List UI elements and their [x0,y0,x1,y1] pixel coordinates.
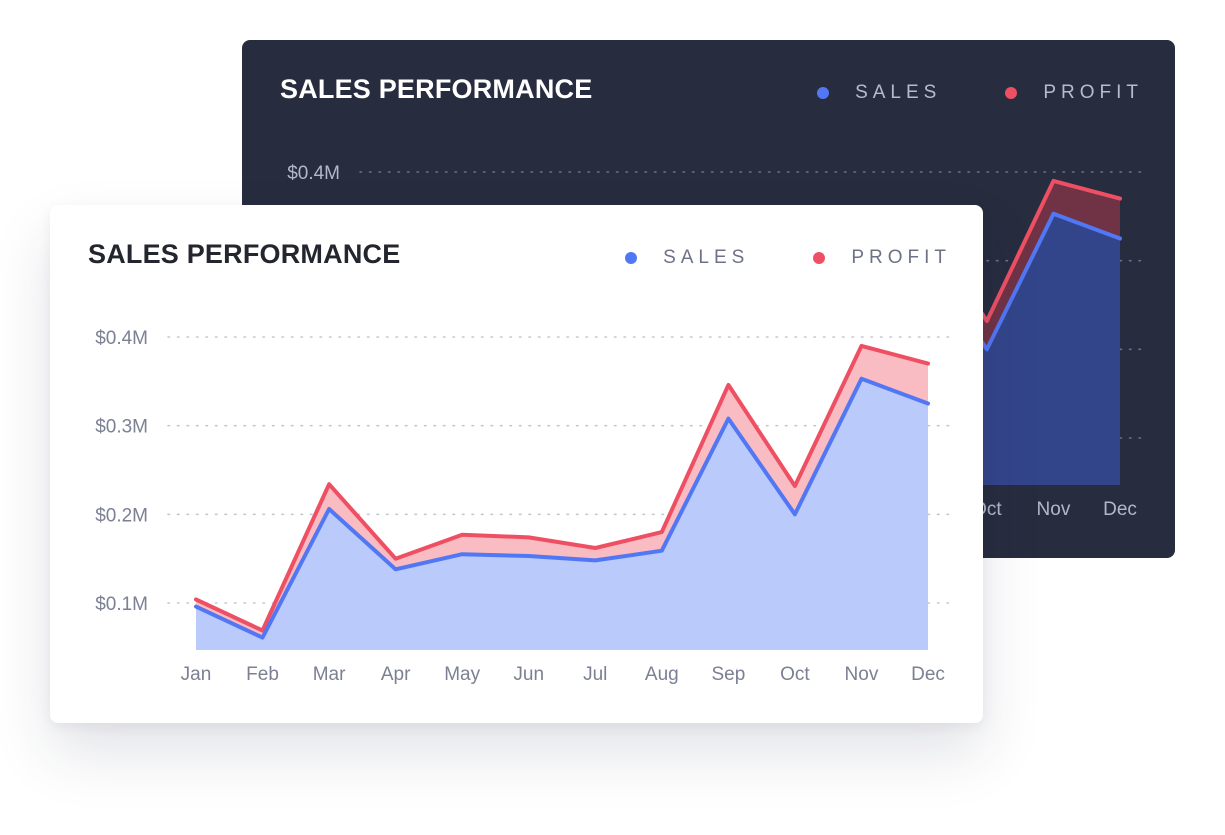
legend-label-sales: SALES [855,82,942,103]
y-tick-label: $0.2M [95,505,148,526]
x-tick-label: Nov [845,664,879,685]
chart-title: SALES PERFORMANCE [280,74,593,104]
x-tick-label: Sep [711,664,745,685]
chart-legend: SALES PROFIT [817,82,1143,104]
profit-line [194,343,930,633]
sales-line [194,376,930,640]
x-tick-label: May [444,664,480,685]
sales-performance-card-light: $0.1M $0.2M $0.3M $0.4M Jan Feb Mar Apr May Jun Ju… [50,205,983,723]
chart-svg-light: $0.1M $0.2M $0.3M $0.4M Jan Feb Mar Apr May Jun Ju… [95,328,954,685]
chart-legend: SALES PROFIT [625,247,951,269]
x-tick-label: Oct [780,664,810,685]
chart-title: SALES PERFORMANCE [88,239,401,269]
legend-dot-sales [625,252,638,264]
x-tick-label: Dec [1103,499,1137,520]
x-tick-label: Apr [381,664,411,685]
x-tick-label: Dec [911,664,945,685]
legend-dot-profit [813,252,826,264]
y-tick-label: $0.3M [95,417,148,438]
x-tick-label: Jan [181,664,212,685]
x-tick-label: Jun [513,664,544,685]
legend-item-sales[interactable]: SALES [817,82,941,104]
y-tick-label: $0.1M [95,594,148,615]
x-tick-label: Nov [1037,499,1071,520]
legend-item-profit[interactable]: PROFIT [1005,82,1143,104]
legend-dot-profit [1005,87,1018,99]
legend-label-sales: SALES [663,247,750,268]
x-tick-label: Feb [246,664,279,685]
y-tick-label: $0.4M [95,328,148,349]
legend-item-profit[interactable]: PROFIT [813,247,951,269]
profit-area [196,345,928,638]
y-tick-label: $0.4M [287,163,340,184]
x-tick-label: Mar [313,664,346,685]
x-tick-label: Jul [583,664,607,685]
x-tick-label: Aug [645,664,679,685]
sales-area [196,378,928,650]
legend-label-profit: PROFIT [1043,82,1143,103]
legend-item-sales[interactable]: SALES [625,247,749,269]
legend-label-profit: PROFIT [851,247,951,268]
legend-dot-sales [817,87,830,99]
